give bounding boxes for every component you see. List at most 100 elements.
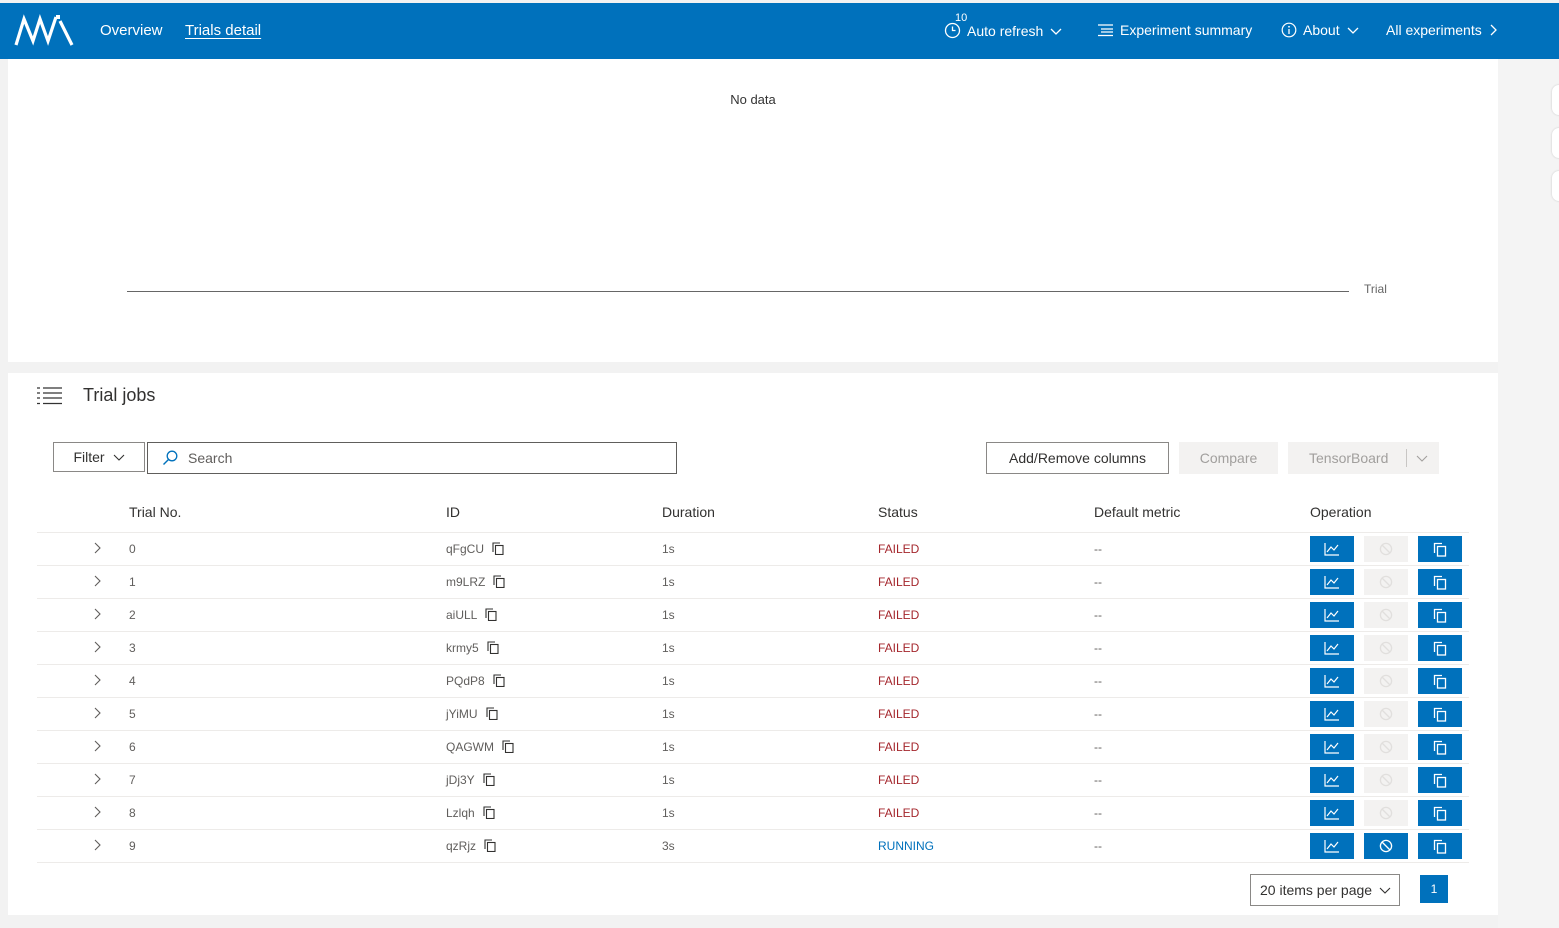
trial-number: 5 — [129, 707, 136, 721]
copy-icon[interactable] — [483, 773, 495, 789]
view-trial-chart-button[interactable] — [1310, 701, 1354, 727]
trial-status: FAILED — [878, 542, 920, 556]
kill-trial-button[interactable] — [1364, 833, 1408, 859]
clone-trial-button[interactable] — [1418, 668, 1462, 694]
nav-trials-detail[interactable]: Trials detail — [185, 22, 262, 39]
clone-trial-button[interactable] — [1418, 536, 1462, 562]
table-row[interactable]: 3 krmy5 1s FAILED -- — [37, 632, 1469, 665]
all-experiments-label: All experiments — [1386, 22, 1482, 38]
view-trial-chart-button[interactable] — [1310, 767, 1354, 793]
copy-icon[interactable] — [485, 608, 497, 624]
clone-trial-button[interactable] — [1418, 800, 1462, 826]
chevron-down-icon — [1379, 887, 1391, 894]
table-row[interactable]: 0 qFgCU 1s FAILED -- — [37, 533, 1469, 566]
view-trial-chart-button[interactable] — [1310, 602, 1354, 628]
copy-icon[interactable] — [483, 806, 495, 822]
trial-id: QAGWM — [446, 740, 514, 756]
side-handle[interactable] — [1552, 85, 1559, 115]
clone-trial-button[interactable] — [1418, 602, 1462, 628]
cancel-icon — [1379, 674, 1393, 688]
copy-icon[interactable] — [484, 839, 496, 855]
nni-logo[interactable] — [14, 13, 74, 47]
view-trial-chart-button[interactable] — [1310, 668, 1354, 694]
copy-icon[interactable] — [493, 674, 505, 690]
search-box[interactable] — [147, 442, 677, 474]
trial-status: FAILED — [878, 641, 920, 655]
side-handle[interactable] — [1552, 128, 1559, 158]
expand-row-chevron-icon[interactable] — [92, 838, 102, 857]
column-header-id[interactable]: ID — [446, 504, 460, 520]
table-row[interactable]: 4 PQdP8 1s FAILED -- — [37, 665, 1469, 698]
trial-duration: 1s — [662, 674, 675, 688]
copy-icon[interactable] — [486, 707, 498, 723]
clone-trial-button[interactable] — [1418, 734, 1462, 760]
kill-trial-button — [1364, 767, 1408, 793]
trial-id: aiULL — [446, 608, 497, 624]
search-input[interactable] — [186, 449, 660, 467]
expand-row-chevron-icon[interactable] — [92, 706, 102, 725]
view-trial-chart-button[interactable] — [1310, 569, 1354, 595]
clone-trial-button[interactable] — [1418, 767, 1462, 793]
items-per-page-dropdown[interactable]: 20 items per page — [1250, 874, 1400, 906]
filter-button[interactable]: Filter — [53, 442, 145, 472]
nav-overview[interactable]: Overview — [100, 22, 163, 39]
view-trial-chart-button[interactable] — [1310, 536, 1354, 562]
clone-trial-button[interactable] — [1418, 635, 1462, 661]
chevron-down-icon[interactable] — [1416, 454, 1428, 462]
expand-row-chevron-icon[interactable] — [92, 772, 102, 791]
expand-row-chevron-icon[interactable] — [92, 805, 102, 824]
table-row[interactable]: 6 QAGWM 1s FAILED -- — [37, 731, 1469, 764]
expand-row-chevron-icon[interactable] — [92, 607, 102, 626]
trial-default-metric: -- — [1094, 740, 1102, 754]
view-trial-chart-button[interactable] — [1310, 635, 1354, 661]
kill-trial-button — [1364, 668, 1408, 694]
chevron-right-icon — [1490, 24, 1497, 36]
view-trial-chart-button[interactable] — [1310, 833, 1354, 859]
expand-row-chevron-icon[interactable] — [92, 739, 102, 758]
copy-icon[interactable] — [492, 542, 504, 558]
trial-duration: 1s — [662, 806, 675, 820]
trial-id: m9LRZ — [446, 575, 505, 591]
trial-number: 3 — [129, 641, 136, 655]
copy-icon[interactable] — [487, 641, 499, 657]
trial-id: Lzlqh — [446, 806, 495, 822]
trial-duration: 1s — [662, 773, 675, 787]
copy-icon[interactable] — [493, 575, 505, 591]
copy-icon[interactable] — [502, 740, 514, 756]
add-remove-columns-button[interactable]: Add/Remove columns — [986, 442, 1169, 474]
clone-trial-button[interactable] — [1418, 701, 1462, 727]
trial-number: 0 — [129, 542, 136, 556]
column-header-default-metric[interactable]: Default metric — [1094, 504, 1181, 520]
table-row[interactable]: 7 jDj3Y 1s FAILED -- — [37, 764, 1469, 797]
cancel-icon — [1379, 575, 1393, 589]
expand-row-chevron-icon[interactable] — [92, 640, 102, 659]
column-header-duration[interactable]: Duration — [662, 504, 715, 520]
page-number-button[interactable]: 1 — [1420, 875, 1448, 903]
auto-refresh-dropdown[interactable]: Auto refresh — [944, 22, 1063, 39]
line-chart-icon — [1324, 839, 1340, 853]
column-header-status[interactable]: Status — [878, 504, 918, 520]
expand-row-chevron-icon[interactable] — [92, 574, 102, 593]
table-row[interactable]: 9 qzRjz 3s RUNNING -- — [37, 830, 1469, 863]
column-header-trial-no[interactable]: Trial No. — [129, 504, 182, 520]
table-row[interactable]: 2 aiULL 1s FAILED -- — [37, 599, 1469, 632]
about-dropdown[interactable]: About — [1281, 22, 1360, 38]
table-row[interactable]: 5 jYiMU 1s FAILED -- — [37, 698, 1469, 731]
copy-icon — [1433, 839, 1447, 854]
all-experiments-link[interactable]: All experiments — [1386, 22, 1498, 38]
table-row[interactable]: 1 m9LRZ 1s FAILED -- — [37, 566, 1469, 599]
compare-button[interactable]: Compare — [1179, 442, 1278, 474]
tensorboard-split-button[interactable]: TensorBoard — [1288, 442, 1439, 474]
view-trial-chart-button[interactable] — [1310, 734, 1354, 760]
trial-id: qzRjz — [446, 839, 496, 855]
list-icon — [1098, 24, 1113, 37]
expand-row-chevron-icon[interactable] — [92, 673, 102, 692]
expand-row-chevron-icon[interactable] — [92, 541, 102, 560]
clone-trial-button[interactable] — [1418, 569, 1462, 595]
side-handle[interactable] — [1552, 171, 1559, 201]
x-axis-label: Trial — [1364, 282, 1387, 296]
clone-trial-button[interactable] — [1418, 833, 1462, 859]
experiment-summary-button[interactable]: Experiment summary — [1097, 22, 1252, 38]
table-row[interactable]: 8 Lzlqh 1s FAILED -- — [37, 797, 1469, 830]
view-trial-chart-button[interactable] — [1310, 800, 1354, 826]
